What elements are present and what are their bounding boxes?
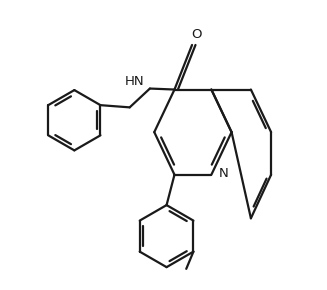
Text: N: N — [218, 167, 228, 180]
Text: O: O — [191, 28, 202, 41]
Text: HN: HN — [125, 75, 144, 88]
